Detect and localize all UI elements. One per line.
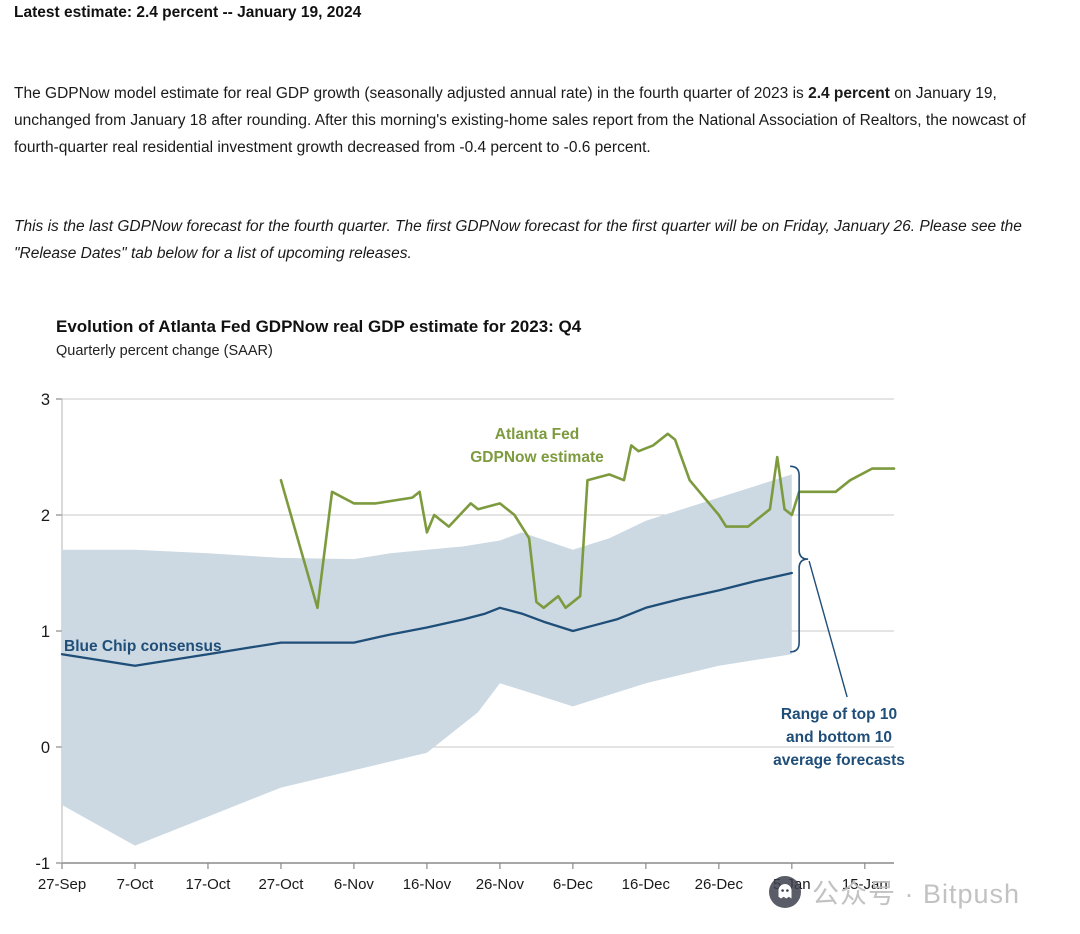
chart-title: Evolution of Atlanta Fed GDPNow real GDP… (56, 317, 582, 336)
x-tick-label: 27-Sep (38, 876, 86, 893)
range-callout-line (808, 560, 848, 698)
blue-chip-annotation: Blue Chip consensus (64, 638, 222, 655)
x-tick-label: 6-Dec (553, 876, 594, 893)
x-tick-label: 26-Nov (476, 876, 525, 893)
y-tick-label: -1 (35, 855, 50, 873)
page-content: Latest estimate: 2.4 percent -- January … (14, 4, 1066, 893)
blue-chip-consensus-line (60, 571, 793, 667)
x-tick-label: 27-Oct (258, 876, 304, 893)
gdpnow-estimate-line (279, 432, 896, 610)
gdpnow-annotation-line1: Atlanta Fed (495, 426, 579, 443)
x-tick-label: 7-Oct (117, 876, 155, 893)
ghost-icon (769, 875, 801, 908)
forecast-schedule-note: This is the last GDPNow forecast for the… (14, 218, 1022, 262)
chart-layers: 3 2 1 0 -1 27-Sep 7-Oct 17-Oct 27-Oct 6-Nov 16-Nov… (35, 391, 896, 893)
y-tick-label: 2 (41, 507, 50, 525)
range-annotation-line2: and bottom 10 (786, 729, 892, 746)
x-tick-label: 16-Nov (403, 876, 452, 893)
chart-subtitle: Quarterly percent change (SAAR) (56, 343, 273, 359)
x-tick-label: 26-Dec (695, 876, 744, 893)
forecast-range-band (62, 474, 792, 846)
gdpnow-summary-paragraph: The GDPNow model estimate for real GDP g… (14, 80, 1066, 161)
x-tick-label: 17-Oct (185, 876, 231, 893)
y-tick-label: 0 (41, 739, 50, 757)
summary-text-pre: The GDPNow model estimate for real GDP g… (14, 85, 809, 102)
gdpnow-evolution-chart: 3 2 1 0 -1 27-Sep 7-Oct 17-Oct 27-Oct 6-Nov 16-Nov… (35, 391, 905, 893)
y-tick-label: 3 (41, 391, 50, 409)
x-tick-label: 16-Dec (622, 876, 671, 893)
y-tick-label: 1 (41, 623, 50, 641)
range-annotation-line1: Range of top 10 (781, 706, 897, 723)
watermark: 公众号 · Bitpush (768, 872, 1020, 911)
summary-estimate-bold: 2.4 percent (808, 85, 890, 102)
summary-text-post: on January 19, unchanged from January 18… (14, 85, 1026, 156)
watermark-text: 公众号 · Bitpush (812, 879, 1021, 909)
range-bracket (790, 465, 809, 653)
x-tick-label: 6-Nov (334, 876, 375, 893)
range-annotation-line3: average forecasts (773, 752, 905, 769)
latest-estimate-headline: Latest estimate: 2.4 percent -- January … (14, 4, 362, 21)
gdpnow-annotation-line2: GDPNow estimate (470, 449, 604, 466)
x-tick-label: 15-Jan (842, 876, 888, 893)
